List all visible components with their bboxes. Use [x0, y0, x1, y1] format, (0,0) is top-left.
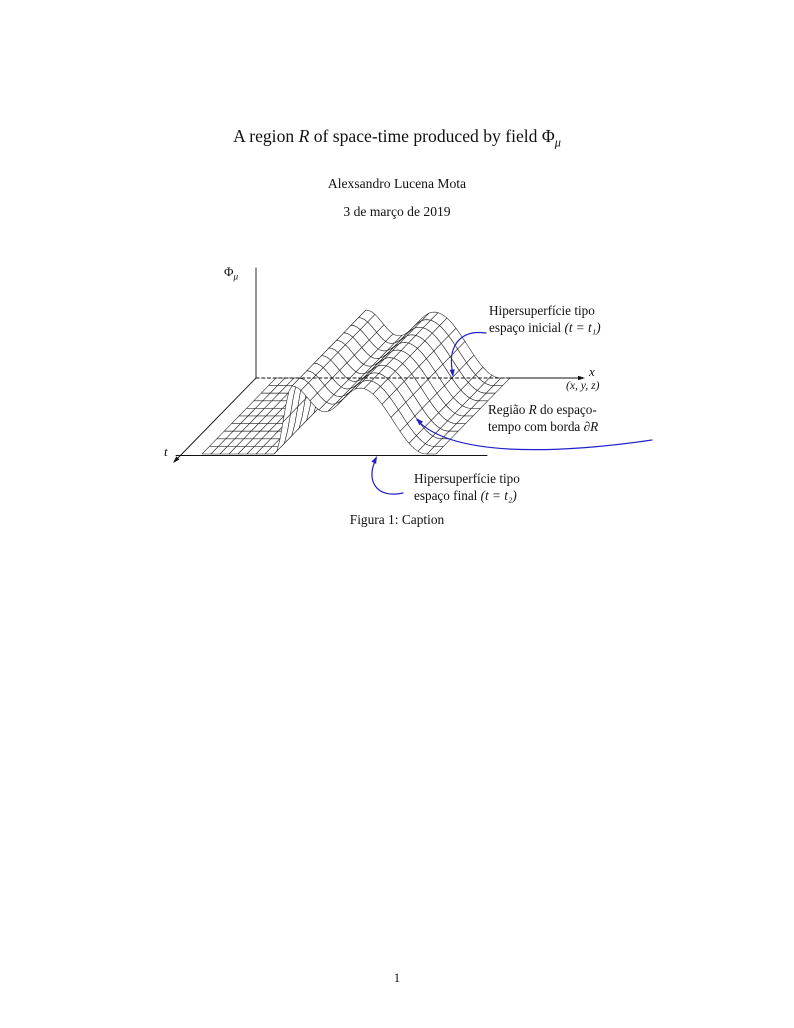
page-title: A region R of space-time produced by fie…	[0, 126, 794, 150]
annotation-arrowhead-icon-1	[449, 369, 455, 377]
date-line: 3 de março de 2019	[343, 204, 451, 219]
author-name: Alexsandro Lucena Mota	[327, 176, 467, 191]
annotation-arrow-3	[371, 458, 404, 495]
annotation-region-r: Região R do espaço- tempo com borda ∂R	[488, 402, 598, 435]
annotation-final-line1: Hipersuperfície tipo	[414, 471, 520, 486]
annotation-final-hypersurface: Hipersuperfície tipo espaço final (t = t…	[414, 471, 520, 504]
t-axis-label: t	[164, 444, 168, 459]
annotation-final-line2: espaço final (t = t₂)	[414, 487, 517, 503]
t-axis-arrowhead-icon	[173, 456, 180, 463]
title-phi-subscript: μ	[554, 135, 561, 150]
annotation-region-line2: tempo com borda ∂R	[488, 418, 599, 434]
annotation-initial-hypersurface: Hipersuperfície tipo espaço inicial (t =…	[489, 303, 601, 336]
annotation-initial-line2: espaço inicial (t = t₁)	[489, 319, 601, 335]
phi-axis-label: Φμ	[224, 264, 239, 282]
title-text-2: of space-time produced by field	[309, 126, 542, 146]
wireframe-mesh	[201, 309, 511, 455]
title-phi: Φ	[541, 126, 555, 146]
x-axis-arrowhead-icon	[578, 375, 585, 381]
phi-subscript: μ	[233, 271, 239, 282]
title-text: A region	[233, 126, 299, 146]
title-math-r: R	[298, 126, 310, 146]
annotation-arrowhead-icon-2	[416, 418, 424, 426]
annotation-region-line1: Região R do espaço-	[488, 402, 597, 417]
annotation-arrowhead-icon-3	[371, 456, 377, 464]
page-number: 1	[393, 971, 401, 985]
annotation-initial-line1: Hipersuperfície tipo	[489, 303, 595, 318]
xyz-coordinates-label: (x, y, z)	[566, 379, 600, 392]
phi-symbol: Φ	[224, 264, 234, 279]
mesh-cell	[426, 446, 444, 455]
t-axis-line	[175, 377, 257, 461]
annotation-arrow-1	[450, 331, 487, 375]
figure-caption: Figura 1: Caption	[349, 512, 445, 527]
x-axis-label: x	[589, 364, 595, 379]
annotation-arrow-2	[416, 419, 653, 451]
